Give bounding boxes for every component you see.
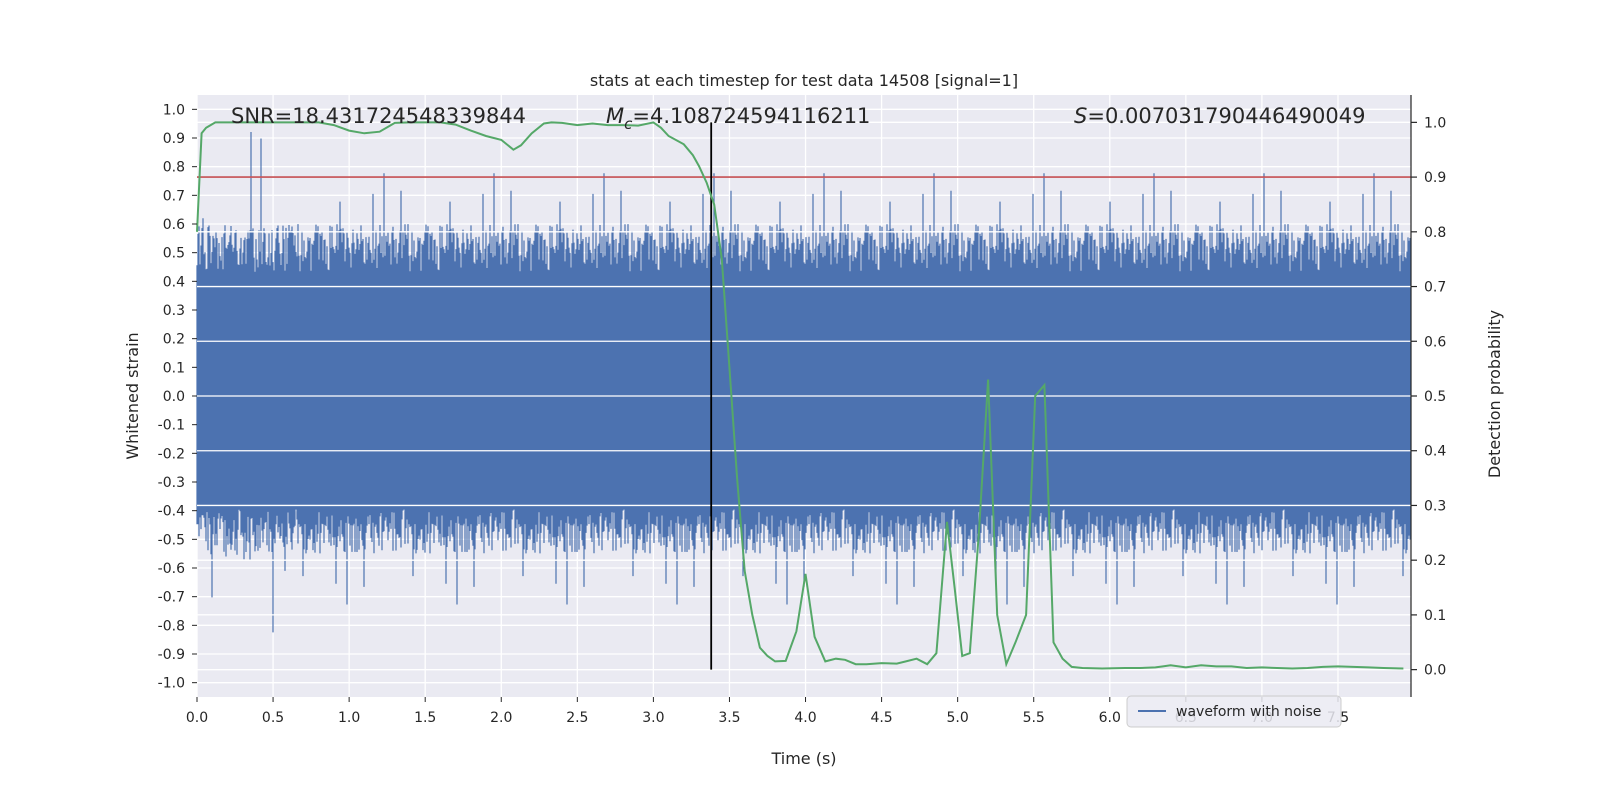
- x-tick-label: 2.5: [566, 710, 588, 726]
- y-left-tick-label: 0.7: [163, 188, 185, 204]
- x-tick-label: 5.5: [1023, 710, 1045, 726]
- y-right-tick-label: 0.3: [1424, 498, 1446, 514]
- y-right-tick-label: 0.6: [1424, 334, 1446, 350]
- y-left-tick-label: 0.6: [163, 217, 185, 233]
- s-symbol: S: [1074, 104, 1087, 128]
- y-left-axis-ticks: 1.0 0.9 0.8 0.7 0.6 0.5 0.4 0.3 0.2 0.1 0.0 -0.1 -0.…: [158, 102, 197, 692]
- y-left-tick-label: -0.8: [158, 618, 185, 634]
- y-left-tick-label: 0.4: [163, 274, 185, 290]
- y-left-tick-label: -0.4: [158, 504, 185, 520]
- y-left-tick-label: 0.1: [163, 360, 185, 376]
- y-left-tick-label: 1.0: [163, 102, 185, 118]
- y-left-axis-label: Whitened strain: [123, 332, 142, 459]
- y-left-tick-label: -0.5: [158, 532, 185, 548]
- chirp-mass-annotation: Mc=4.108724594116211: [606, 104, 870, 133]
- snr-annotation: SNR=18.431724548339844: [231, 104, 526, 128]
- y-left-tick-label: -0.2: [158, 446, 185, 462]
- y-left-tick-label: 0.5: [163, 246, 185, 262]
- y-left-tick-label: 0.8: [163, 160, 185, 176]
- s-annotation: S=0.007031790446490049: [1074, 104, 1365, 128]
- x-tick-label: 4.0: [794, 710, 816, 726]
- y-right-axis-label: Detection probability: [1485, 310, 1504, 478]
- detection-probability-series: [196, 121, 1404, 670]
- y-left-tick-label: -1.0: [158, 676, 185, 692]
- y-right-tick-label: 0.8: [1424, 225, 1446, 241]
- y-right-tick-label: 1.0: [1424, 115, 1446, 131]
- y-left-tick-label: 0.0: [163, 389, 185, 405]
- y-right-tick-label: 0.9: [1424, 170, 1446, 186]
- y-left-tick-label: -0.6: [158, 561, 185, 577]
- y-right-tick-label: 0.2: [1424, 553, 1446, 569]
- waveform-core: [197, 281, 1411, 482]
- x-tick-label: 0.5: [262, 710, 284, 726]
- chirp-mass-value: =4.108724594116211: [632, 104, 870, 128]
- x-tick-label: 3.0: [642, 710, 664, 726]
- x-tick-label: 5.0: [947, 710, 969, 726]
- x-tick-label: 2.0: [490, 710, 512, 726]
- x-tick-label: 1.5: [414, 710, 436, 726]
- legend-box: [1126, 695, 1342, 728]
- y-right-tick-label: 0.5: [1424, 389, 1446, 405]
- x-tick-label: 1.0: [338, 710, 360, 726]
- y-left-tick-label: -0.9: [158, 647, 185, 663]
- plot-area: [196, 95, 1411, 697]
- x-tick-label: 4.5: [870, 710, 892, 726]
- chart-title: stats at each timestep for test data 145…: [590, 71, 1018, 90]
- y-left-tick-label: -0.1: [158, 418, 185, 434]
- x-tick-label: 3.5: [718, 710, 740, 726]
- chirp-mass-subscript: c: [624, 115, 633, 133]
- chirp-mass-symbol: M: [606, 104, 624, 128]
- y-left-tick-label: 0.2: [163, 332, 185, 348]
- x-axis-label: Time (s): [770, 749, 836, 768]
- y-left-tick-label: -0.3: [158, 475, 185, 491]
- y-right-tick-label: 0.1: [1424, 608, 1446, 624]
- y-right-tick-label: 0.4: [1424, 444, 1446, 460]
- y-left-tick-label: 0.9: [163, 131, 185, 147]
- y-right-tick-label: 0.0: [1424, 663, 1446, 679]
- y-left-tick-label: 0.3: [163, 303, 185, 319]
- legend: waveform with noise: [1126, 695, 1342, 728]
- y-left-tick-label: -0.7: [158, 590, 185, 606]
- s-value: =0.007031790446490049: [1087, 104, 1365, 128]
- y-right-axis-ticks: 1.0 0.9 0.8 0.7 0.6 0.5 0.4 0.3 0.2 0.1 0.0: [1411, 115, 1446, 679]
- x-tick-label: 0.0: [186, 710, 208, 726]
- x-tick-label: 6.0: [1099, 710, 1121, 726]
- y-right-tick-label: 0.7: [1424, 280, 1446, 296]
- legend-label-waveform: waveform with noise: [1176, 704, 1321, 720]
- waveform-series: [196, 121, 1411, 671]
